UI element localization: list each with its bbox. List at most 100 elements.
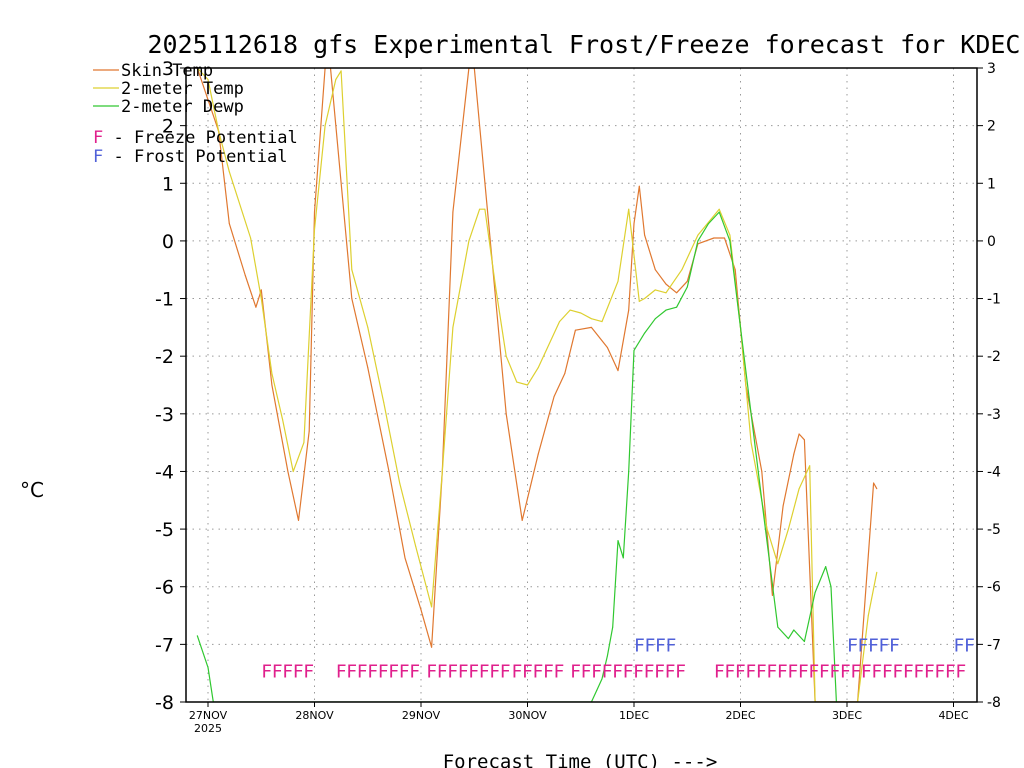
data-point-2-meter-temp — [787, 528, 789, 530]
data-point-2-meter-temp — [282, 419, 284, 421]
freeze-marker: F — [777, 661, 788, 682]
data-point-2-meter-temp — [207, 79, 209, 80]
freeze-marker: F — [955, 661, 966, 682]
data-point-skin-temp — [628, 309, 630, 311]
freeze-marker: F — [633, 661, 644, 682]
freeze-marker: F — [570, 661, 581, 682]
freeze-marker: F — [808, 661, 819, 682]
data-point-skin-temp — [287, 471, 289, 472]
data-point-skin-temp — [505, 413, 507, 415]
data-point-skin-temp — [521, 519, 523, 521]
y-tick-label: 0 — [162, 231, 174, 253]
series-skin-temp — [196, 68, 878, 702]
freeze-marker: F — [357, 661, 368, 682]
freeze-marker: F — [623, 661, 634, 682]
data-point-skin-temp — [724, 237, 725, 239]
x-tick-label: 3DEC — [832, 709, 862, 722]
x-tick-label: 28NOV — [295, 709, 334, 722]
freeze-marker: F — [861, 661, 872, 682]
y-tick-label: 3 — [162, 58, 174, 80]
freeze-marker: F — [554, 661, 565, 682]
data-point-skin-temp — [644, 234, 646, 236]
freeze-marker: F — [543, 661, 554, 682]
data-point-skin-temp — [734, 269, 736, 271]
data-point-2-meter-dewp — [803, 641, 805, 642]
data-point-2-meter-dewp — [740, 326, 741, 328]
frost-marker: F — [879, 635, 890, 656]
data-point-skin-temp — [798, 433, 800, 435]
data-point-skin-temp — [686, 280, 688, 282]
freeze-marker: F — [581, 661, 592, 682]
freeze-marker: F — [735, 661, 746, 682]
data-point-2-meter-temp — [484, 208, 486, 210]
y-tick-label-right: -3 — [987, 407, 1001, 423]
data-point-2-meter-dewp — [654, 318, 656, 320]
data-point-2-meter-dewp — [729, 240, 731, 242]
gridlines — [186, 68, 977, 702]
freeze-marker: F — [533, 661, 544, 682]
data-point-2-meter-dewp — [793, 629, 795, 631]
data-point-2-meter-temp — [303, 442, 305, 444]
data-point-2-meter-temp — [580, 312, 582, 314]
data-point-2-meter-dewp — [622, 557, 624, 559]
y-tick-label: -8 — [155, 692, 174, 714]
data-point-2-meter-temp — [367, 326, 369, 328]
data-point-skin-temp — [803, 439, 805, 441]
y-tick-label-right: -1 — [987, 292, 1001, 308]
freeze-marker: F — [426, 661, 437, 682]
freeze-marker: F — [934, 661, 945, 682]
data-point-2-meter-dewp — [207, 666, 209, 668]
freeze-marker: F — [644, 661, 655, 682]
freeze-marker: F — [665, 661, 676, 682]
data-point-skin-temp — [553, 396, 555, 397]
freeze-marker: F — [871, 661, 882, 682]
y-tick-label-right: 1 — [987, 176, 996, 192]
data-point-skin-temp — [638, 185, 640, 187]
y-tick-label-right: -6 — [987, 580, 1001, 596]
y-tick-label-right: 3 — [987, 61, 996, 77]
data-point-2-meter-dewp — [612, 626, 614, 628]
data-point-2-meter-temp — [601, 321, 603, 323]
y-tick-label-right: -5 — [987, 522, 1001, 538]
data-point-2-meter-dewp — [825, 566, 827, 568]
freeze-marker: F — [282, 661, 293, 682]
y-tick-label-right: -4 — [987, 464, 1001, 480]
y-tick-label: -3 — [155, 404, 174, 426]
frost-marker: F — [868, 635, 879, 656]
plot-frame — [185, 67, 978, 703]
y-axis-label: °C — [20, 478, 44, 502]
x-tick-label: 29NOV — [402, 709, 441, 722]
data-point-2-meter-temp — [750, 442, 752, 444]
freeze-marker: F — [798, 661, 809, 682]
data-point-2-meter-temp — [537, 367, 539, 369]
data-point-2-meter-dewp — [665, 309, 667, 311]
data-point-skin-temp — [873, 482, 875, 484]
y-tick-label: -1 — [155, 289, 174, 311]
data-point-2-meter-temp — [415, 545, 417, 547]
legend-label-f-freeze-potential: F - Freeze Potential — [93, 128, 298, 148]
freeze-marker: F — [522, 661, 533, 682]
freeze-marker: F — [714, 661, 725, 682]
data-point-skin-temp — [537, 453, 539, 455]
data-point-2-meter-dewp — [628, 471, 630, 472]
frost-marker: F — [645, 635, 656, 656]
freeze-marker: F — [409, 661, 420, 682]
legend-label-f-frost-potential: F - Frost Potential — [93, 147, 287, 167]
data-point-skin-temp — [314, 211, 315, 213]
freeze-marker: F — [819, 661, 830, 682]
x-tick-label: 1DEC — [619, 709, 649, 722]
data-point-skin-temp — [761, 471, 763, 472]
data-point-2-meter-temp — [228, 171, 230, 173]
data-point-2-meter-temp — [798, 488, 800, 490]
freeze-marker: F — [378, 661, 389, 682]
frost-marker: F — [858, 635, 869, 656]
data-point-2-meter-dewp — [787, 638, 789, 640]
data-point-skin-temp — [260, 289, 262, 291]
freeze-marker: F — [612, 661, 623, 682]
data-point-skin-temp — [244, 275, 246, 276]
data-point-2-meter-dewp — [761, 499, 763, 501]
freeze-marker: F — [766, 661, 777, 682]
data-point-skin-temp — [420, 609, 422, 611]
data-point-2-meter-temp — [644, 298, 646, 299]
data-point-2-meter-temp — [654, 289, 656, 291]
